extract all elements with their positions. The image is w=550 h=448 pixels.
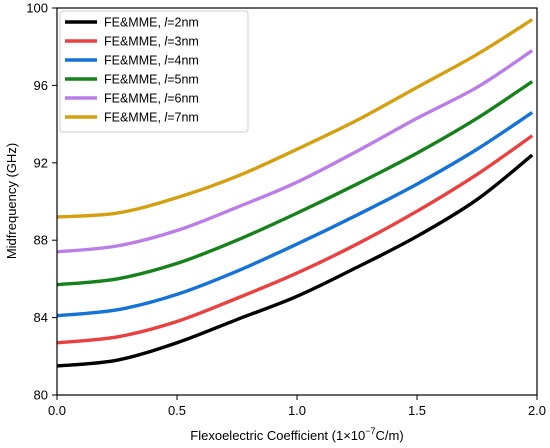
legend-label-1: FE&MME, l=2nm <box>104 16 199 30</box>
legend-label-4: FE&MME, l=5nm <box>104 73 199 87</box>
legend-box <box>59 10 249 133</box>
x-tick-label: 1.5 <box>408 403 426 418</box>
x-axis-label-exponent: −7 <box>365 426 375 436</box>
x-axis-label-unit: C/m) <box>376 428 404 443</box>
x-tick-label: 0.5 <box>168 403 186 418</box>
series-line-4 <box>56 80 534 287</box>
x-axis-label-main: Flexoelectric Coefficient (1×10 <box>190 428 365 443</box>
y-axis-label: Midfrequency (GHz) <box>4 143 19 259</box>
x-axis-label: Flexoelectric Coefficient (1×10−7C/m) <box>190 426 403 443</box>
series-layer <box>56 18 534 368</box>
series-line-6 <box>56 18 534 219</box>
legend-label-6: FE&MME, l=7nm <box>104 111 199 125</box>
legend-label-3: FE&MME, l=4nm <box>104 54 199 68</box>
ticks-layer: 0.0 0.5 1.0 1.5 2.0 80 84 88 92 96 100 <box>26 1 546 419</box>
legend: FE&MME, l=2nm FE&MME, l=3nm FE&MME, l=4nm F… <box>59 10 249 133</box>
series-line-1 <box>56 153 534 368</box>
y-tick-label: 92 <box>34 155 48 170</box>
y-tick-label: 84 <box>34 310 48 325</box>
series-line-3 <box>56 111 534 318</box>
series-line-2 <box>56 134 534 345</box>
x-tick-label: 0.0 <box>48 403 66 418</box>
series-line-5 <box>56 49 534 254</box>
y-tick-label: 80 <box>34 388 48 403</box>
y-tick-label: 96 <box>34 78 48 93</box>
y-tick-label: 100 <box>26 1 48 16</box>
x-tick-label: 2.0 <box>528 403 546 418</box>
x-tick-label: 1.0 <box>288 403 306 418</box>
legend-label-5: FE&MME, l=6nm <box>104 92 199 106</box>
legend-label-2: FE&MME, l=3nm <box>104 35 199 49</box>
y-tick-label: 88 <box>34 233 48 248</box>
